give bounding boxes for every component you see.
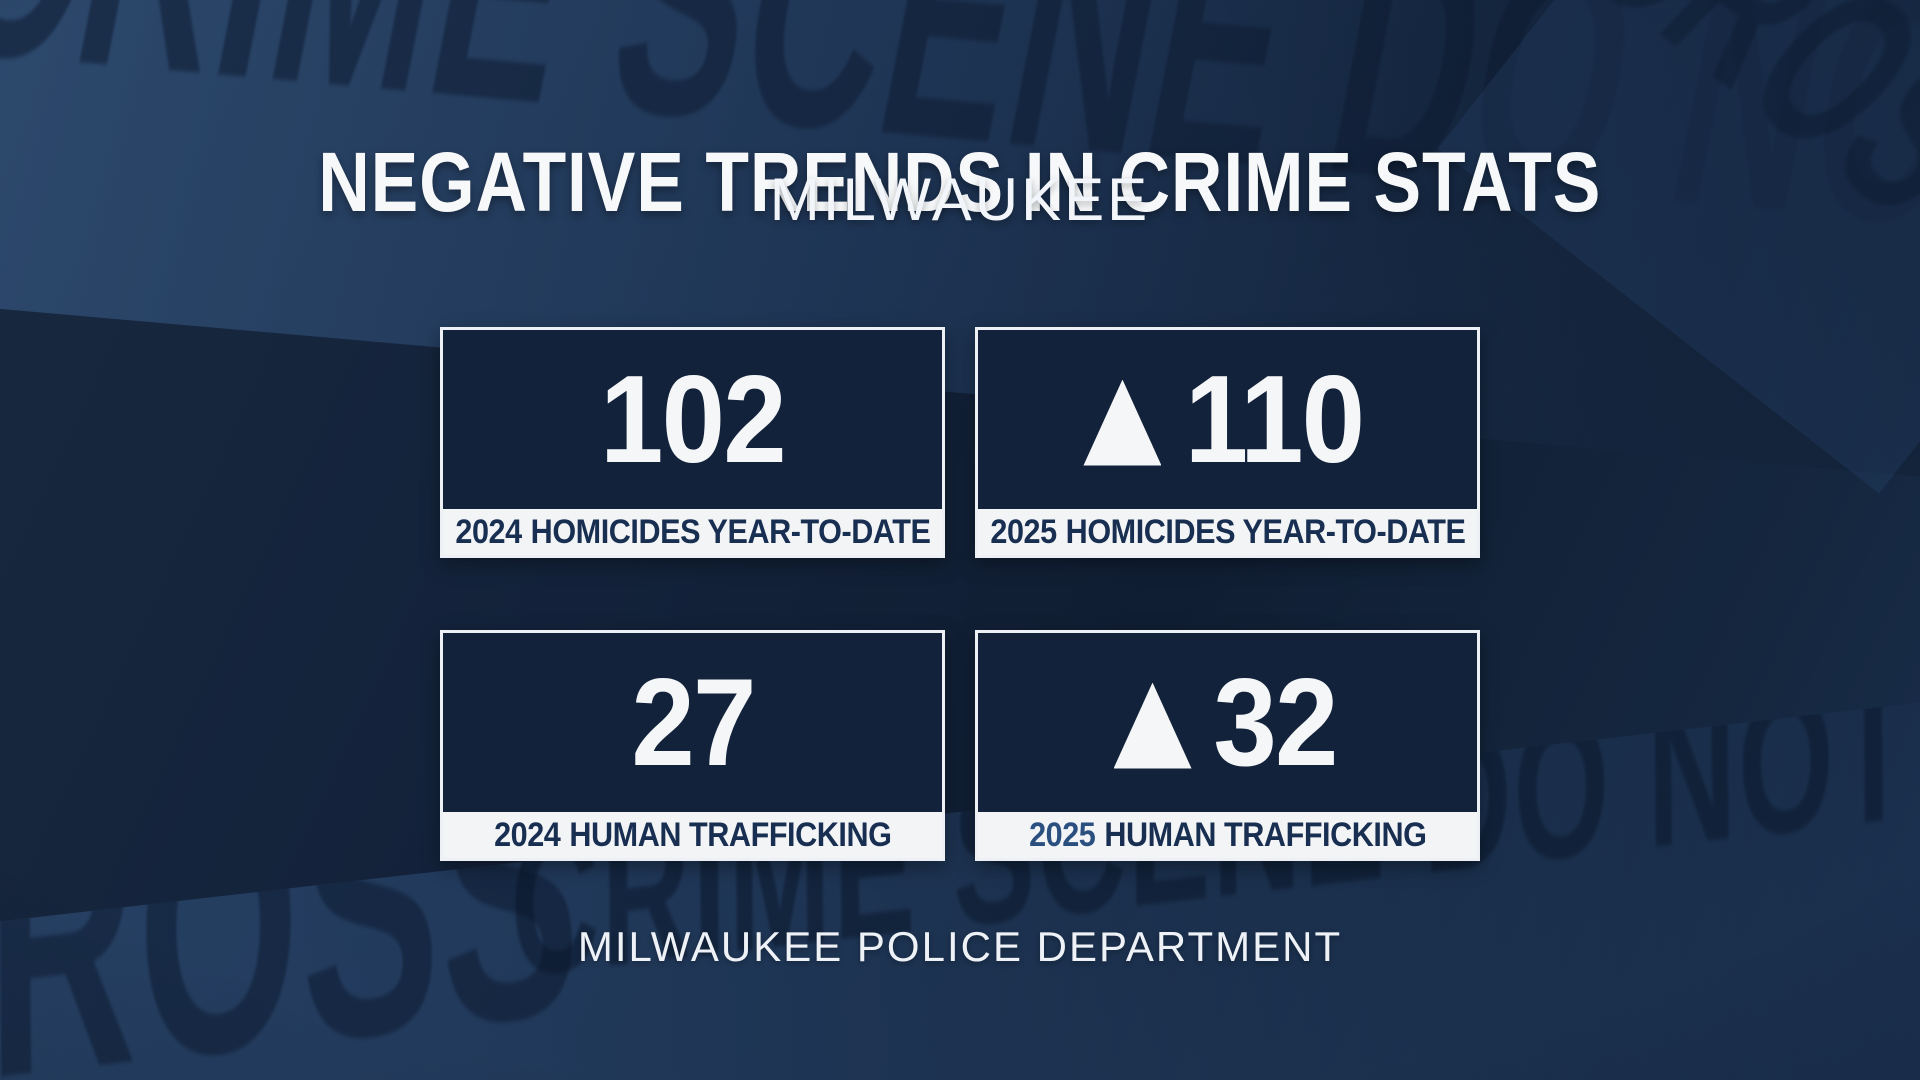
stat-value-row: 110 [978, 330, 1477, 509]
stat-label-rest: HUMAN TRAFFICKING [1104, 816, 1427, 854]
stat-label: 2024 HOMICIDES YEAR-TO-DATE [454, 513, 931, 551]
stat-label-year: 2025 [989, 513, 1057, 551]
page-title: NEGATIVE TRENDS IN CRIME STATS [0, 140, 1920, 224]
page-title-text: NEGATIVE TRENDS IN CRIME STATS [318, 135, 1602, 230]
stat-value: 27 [630, 653, 756, 792]
stat-value-row: 102 [443, 330, 942, 509]
stat-box-2024-human-trafficking: 27 2024 HUMAN TRAFFICKING [440, 630, 945, 861]
stat-value-row: 27 [443, 633, 942, 812]
stat-label-strip: 2025 HUMAN TRAFFICKING [978, 812, 1477, 858]
up-triangle-icon [1113, 682, 1192, 769]
stat-value: 102 [600, 350, 787, 489]
stat-label-year: 2024 [454, 513, 522, 551]
stat-value: 110 [1185, 350, 1365, 489]
stat-label-rest: HOMICIDES YEAR-TO-DATE [1065, 513, 1466, 551]
stat-value: 32 [1212, 653, 1338, 792]
stat-label-strip: 2024 HOMICIDES YEAR-TO-DATE [443, 509, 942, 555]
page-subtitle: MILWAUKEE [769, 166, 1151, 233]
stat-label-rest: HOMICIDES YEAR-TO-DATE [530, 513, 931, 551]
stat-label: 2025 HUMAN TRAFFICKING [1028, 816, 1427, 854]
stat-box-2025-human-trafficking: 32 2025 HUMAN TRAFFICKING [975, 630, 1480, 861]
stat-box-2024-homicides: 102 2024 HOMICIDES YEAR-TO-DATE [440, 327, 945, 558]
stat-box-2025-homicides: 110 2025 HOMICIDES YEAR-TO-DATE [975, 327, 1480, 558]
source-attribution: MILWAUKEE POLICE DEPARTMENT [577, 923, 1343, 970]
stat-value-row: 32 [978, 633, 1477, 812]
stats-grid: 102 2024 HOMICIDES YEAR-TO-DATE 110 2025 H… [440, 327, 1480, 861]
stat-label-strip: 2024 HUMAN TRAFFICKING [443, 812, 942, 858]
stat-label: 2024 HUMAN TRAFFICKING [493, 816, 892, 854]
stat-label-year: 2025 [1028, 816, 1096, 854]
stat-label-strip: 2025 HOMICIDES YEAR-TO-DATE [978, 509, 1477, 555]
stat-label: 2025 HOMICIDES YEAR-TO-DATE [989, 513, 1466, 551]
stat-label-year: 2024 [493, 816, 561, 854]
stat-label-rest: HUMAN TRAFFICKING [569, 816, 892, 854]
up-triangle-icon [1083, 379, 1162, 466]
